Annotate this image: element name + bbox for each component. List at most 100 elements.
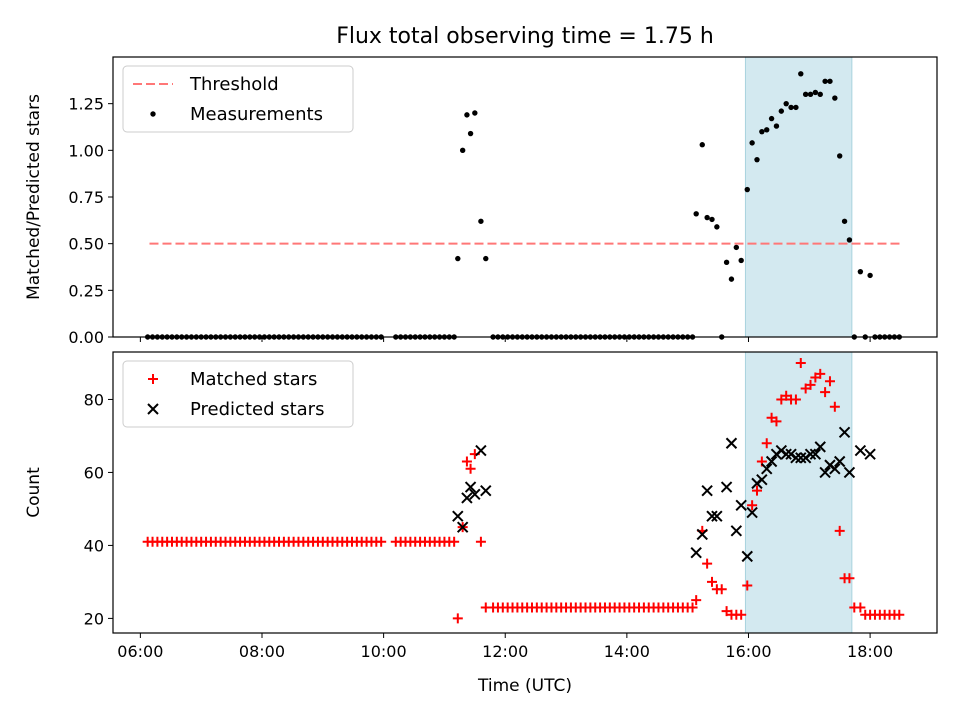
- measurement-point: [807, 91, 814, 98]
- predicted-star-point: [814, 441, 826, 453]
- measurement-point: [773, 123, 780, 129]
- matched-star-point: [475, 536, 486, 547]
- measurement-point: [754, 156, 760, 163]
- matched-star-point: [751, 485, 762, 496]
- y-axis-label: Count: [24, 467, 44, 518]
- predicted-star-point: [864, 448, 876, 460]
- matched-star-point: [687, 602, 698, 613]
- measurement-point: [768, 115, 775, 122]
- predicted-star-point: [795, 452, 807, 464]
- measurement-point: [788, 104, 794, 111]
- y-tick-label: 0.75: [68, 188, 104, 207]
- predicted-star-point: [701, 484, 713, 497]
- measurement-point: [728, 276, 735, 282]
- predicted-star-point: [690, 547, 702, 559]
- measurement-point: [817, 91, 823, 98]
- predicted-star-point: [756, 474, 768, 486]
- measurement-point: [709, 216, 715, 223]
- matched-star-point: [771, 416, 782, 427]
- legend-box: [122, 360, 354, 428]
- legend-count: Matched stars Predicted stars: [122, 360, 354, 428]
- measurement-point: [483, 255, 489, 262]
- measurement-point: [744, 186, 750, 193]
- y-tick-label: 0.00: [68, 328, 104, 347]
- y-tick-label: 1.25: [68, 95, 104, 114]
- axes-frame: [112, 351, 938, 634]
- predicted-star-point: [469, 488, 481, 501]
- y-tick-label: 0.50: [68, 235, 104, 254]
- matched-star-point: [795, 357, 806, 368]
- measurement-point: [841, 218, 848, 224]
- y-tick-label: 40: [84, 536, 104, 555]
- matched-star-point: [815, 368, 826, 379]
- panels-group: 0.00 0.25 0.50 0.75 1.00 1.25 Matched/Predicte…: [24, 56, 938, 661]
- measurement-point: [832, 95, 838, 101]
- predicted-star-point: [833, 455, 846, 468]
- legend-matched-marker: [148, 374, 158, 384]
- predicted-star-point: [706, 510, 718, 522]
- axes-frame: [112, 56, 938, 338]
- x-tick-label: 06:00: [117, 642, 163, 661]
- x-tick-label: 18:00: [847, 642, 893, 661]
- y-tick-label: 60: [84, 463, 104, 482]
- legend-ratio: Threshold Measurements: [122, 65, 354, 133]
- matched-star-point: [790, 394, 801, 405]
- measurement-point: [738, 257, 744, 264]
- measurement-point: [723, 259, 730, 266]
- measurement-point: [812, 89, 819, 96]
- matched-star-point: [461, 456, 472, 467]
- measurement-point: [472, 110, 478, 116]
- predicted-star-point: [452, 510, 464, 522]
- predicted-star-point: [741, 550, 753, 563]
- y-tick-label: 80: [84, 390, 104, 409]
- y-axis-label: Matched/Predicted stars: [24, 94, 44, 300]
- measurement-point: [837, 153, 843, 159]
- y-tick-label: 20: [84, 609, 104, 628]
- legend-label: Predicted stars: [190, 399, 324, 420]
- predicted-star-point: [843, 466, 856, 479]
- matched-star-point: [691, 595, 702, 606]
- predicted-star-point: [725, 437, 738, 449]
- measurement-point: [793, 104, 799, 111]
- legend-measurement-marker: [150, 111, 156, 117]
- measurement-point: [733, 244, 740, 251]
- matched-star-point: [376, 536, 387, 547]
- predicted-star-point: [475, 444, 487, 457]
- matched-star-point: [829, 401, 840, 412]
- predicted-star-point: [730, 525, 743, 537]
- shaded-interval: [744, 56, 853, 338]
- legend-label: Measurements: [190, 104, 323, 125]
- predicted-star-point: [804, 448, 817, 460]
- measurement-point: [749, 140, 755, 146]
- measurement-point: [846, 237, 853, 243]
- measurement-point: [857, 268, 864, 275]
- matched-star-point: [805, 379, 816, 390]
- predicted-star-point: [464, 481, 477, 493]
- matched-star-point: [834, 525, 845, 536]
- series-matched-stars: [142, 357, 905, 624]
- panel-count: 20 40 60 80 06:00 08:00 10:00 12:00 14:00 16:00 18…: [24, 351, 938, 661]
- measurement-point: [759, 128, 765, 135]
- x-tick-label: 12:00: [482, 642, 528, 661]
- predicted-star-point: [790, 452, 802, 464]
- predicted-star-point: [746, 506, 758, 519]
- predicted-star-point: [765, 455, 778, 468]
- measurement-point: [693, 211, 699, 217]
- matched-star-point: [747, 500, 758, 511]
- predicted-star-point: [780, 448, 792, 460]
- x-axis-label: Time (UTC): [477, 676, 572, 696]
- shaded-interval: [744, 351, 853, 634]
- measurement-point: [778, 108, 785, 114]
- predicted-star-point: [761, 463, 773, 475]
- predicted-star-point: [819, 466, 831, 479]
- predicted-star-point: [461, 492, 473, 504]
- chart-title: Flux total observing time = 1.75 h: [336, 24, 714, 49]
- measurement-point: [867, 272, 873, 279]
- matched-star-point: [844, 573, 855, 584]
- predicted-star-point: [838, 426, 851, 438]
- legend-predicted-marker: [147, 403, 159, 415]
- legend-box: [122, 65, 354, 133]
- measurement-point: [455, 255, 461, 262]
- panel-ratio: 0.00 0.25 0.50 0.75 1.00 1.25 Matched/Predicte…: [24, 56, 938, 347]
